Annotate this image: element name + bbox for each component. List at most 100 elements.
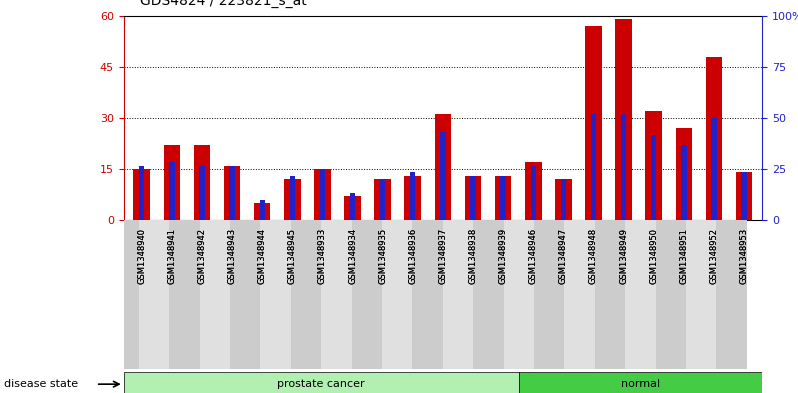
Bar (291, 220, 322, 369)
Bar (525, 162, 542, 220)
Text: GSM1348946: GSM1348946 (529, 228, 538, 284)
Bar (591, 114, 596, 220)
Bar (705, 57, 722, 220)
Text: GSM1348937: GSM1348937 (438, 228, 448, 284)
Bar (564, 220, 595, 369)
Bar (464, 176, 481, 220)
Text: GSM1348941: GSM1348941 (168, 228, 176, 283)
Text: GSM1348951: GSM1348951 (679, 228, 689, 283)
Bar (109, 220, 139, 369)
Text: GSM1348945: GSM1348945 (288, 228, 297, 283)
Bar (595, 220, 626, 369)
Text: GSM1348953: GSM1348953 (740, 228, 749, 284)
Bar (561, 179, 566, 220)
Bar (470, 176, 476, 220)
Bar (615, 19, 632, 220)
Bar (405, 176, 421, 220)
Bar (382, 220, 413, 369)
Bar (435, 114, 451, 220)
Bar (410, 173, 416, 220)
Bar (443, 220, 473, 369)
Bar (741, 173, 747, 220)
Bar (656, 220, 686, 369)
Text: GSM1348943: GSM1348943 (227, 228, 236, 284)
Text: GSM1348940: GSM1348940 (137, 228, 146, 283)
Text: GSM1348952: GSM1348952 (709, 228, 718, 283)
Bar (133, 169, 150, 220)
Bar (681, 145, 686, 220)
Text: normal: normal (621, 379, 660, 389)
Text: GSM1348938: GSM1348938 (468, 228, 477, 284)
Text: GSM1348939: GSM1348939 (499, 228, 508, 284)
Bar (223, 165, 240, 220)
Text: GSM1348937: GSM1348937 (438, 228, 448, 284)
Bar (585, 26, 602, 220)
Bar (413, 220, 443, 369)
Text: GSM1348952: GSM1348952 (709, 228, 718, 283)
Bar (314, 169, 330, 220)
Text: GSM1348949: GSM1348949 (619, 228, 628, 283)
Bar (621, 114, 626, 220)
Bar (651, 135, 657, 220)
Bar (290, 176, 295, 220)
Text: GSM1348935: GSM1348935 (378, 228, 387, 284)
Bar (350, 193, 355, 220)
Text: GSM1348938: GSM1348938 (468, 228, 477, 284)
Text: GSM1348942: GSM1348942 (197, 228, 207, 283)
Bar (259, 200, 265, 220)
Text: GSM1348944: GSM1348944 (258, 228, 267, 283)
Text: GSM1348948: GSM1348948 (589, 228, 598, 284)
Text: GSM1348936: GSM1348936 (409, 228, 417, 284)
Bar (626, 220, 656, 369)
Bar (500, 176, 506, 220)
Bar (320, 169, 325, 220)
Text: GSM1348947: GSM1348947 (559, 228, 568, 284)
Bar (194, 145, 210, 220)
Bar (169, 162, 175, 220)
Bar (169, 220, 200, 369)
Bar (531, 165, 536, 220)
Text: GSM1348951: GSM1348951 (679, 228, 689, 283)
Text: GSM1348940: GSM1348940 (137, 228, 146, 283)
Bar (344, 196, 361, 220)
Text: GSM1348933: GSM1348933 (318, 228, 327, 284)
Text: GSM1348946: GSM1348946 (529, 228, 538, 284)
Bar (322, 220, 352, 369)
Bar (440, 132, 445, 220)
Text: GSM1348950: GSM1348950 (650, 228, 658, 283)
Text: GSM1348939: GSM1348939 (499, 228, 508, 284)
Bar (534, 220, 564, 369)
Bar (229, 165, 235, 220)
Bar (473, 220, 504, 369)
Bar (352, 220, 382, 369)
Bar (164, 145, 180, 220)
Bar (284, 179, 301, 220)
Text: GSM1348953: GSM1348953 (740, 228, 749, 284)
Text: prostate cancer: prostate cancer (278, 379, 365, 389)
Bar (374, 179, 391, 220)
Text: GSM1348942: GSM1348942 (197, 228, 207, 283)
Bar (495, 176, 512, 220)
Bar (676, 128, 692, 220)
Bar (124, 372, 519, 393)
Bar (646, 111, 662, 220)
Text: GSM1348943: GSM1348943 (227, 228, 236, 284)
Bar (200, 220, 230, 369)
Bar (200, 165, 205, 220)
Text: GSM1348936: GSM1348936 (409, 228, 417, 284)
Text: GSM1348949: GSM1348949 (619, 228, 628, 283)
Text: GSM1348934: GSM1348934 (348, 228, 357, 284)
Bar (504, 220, 534, 369)
Bar (380, 179, 385, 220)
Text: GSM1348944: GSM1348944 (258, 228, 267, 283)
Text: GSM1348933: GSM1348933 (318, 228, 327, 284)
Bar (686, 220, 717, 369)
Text: GSM1348950: GSM1348950 (650, 228, 658, 283)
Text: GSM1348935: GSM1348935 (378, 228, 387, 284)
Text: disease state: disease state (4, 379, 78, 389)
Bar (519, 372, 762, 393)
Text: GSM1348947: GSM1348947 (559, 228, 568, 284)
Text: GSM1348948: GSM1348948 (589, 228, 598, 284)
Bar (230, 220, 260, 369)
Text: GSM1348945: GSM1348945 (288, 228, 297, 283)
